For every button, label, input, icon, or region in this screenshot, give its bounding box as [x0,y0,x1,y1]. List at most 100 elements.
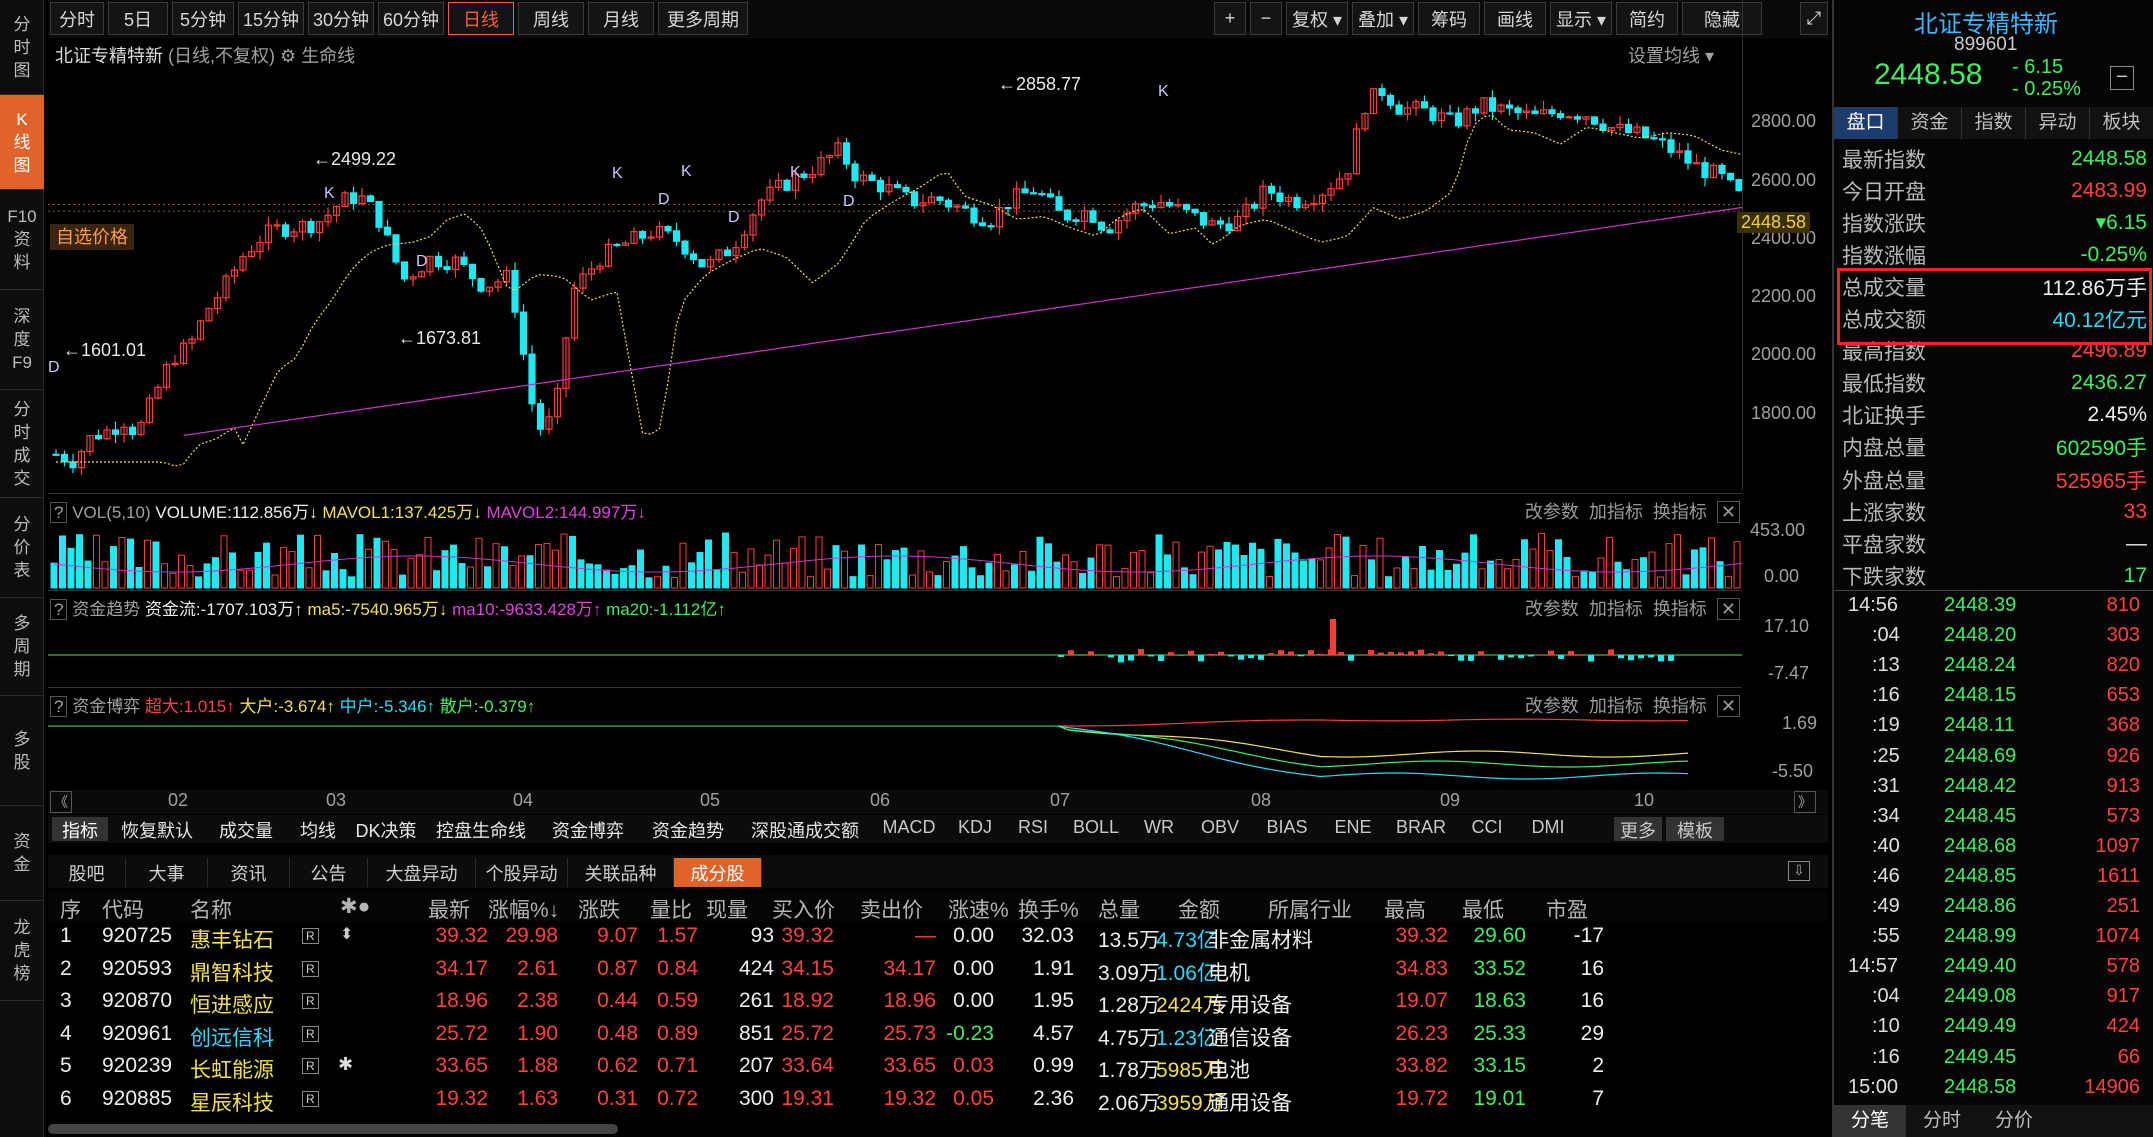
bottom-tab-0[interactable]: 股吧 [48,858,126,887]
quote-tab-2[interactable]: 指数 [1962,107,2026,139]
tool-button-2[interactable]: 复权 ▾ [1286,2,1348,35]
column-header[interactable]: 涨幅%↓ [488,899,560,922]
tool-button-6[interactable]: 显示 ▾ [1550,2,1612,35]
star-icon[interactable]: ✱ [338,1054,354,1074]
column-header[interactable]: 卖出价 [860,899,923,922]
left-nav-item-0[interactable]: 分时图 [0,0,44,95]
period-tab-8[interactable]: 月线 [588,2,654,35]
indicator-tab-9[interactable]: MACD [882,817,936,837]
table-row[interactable]: 2 920593 鼎智科技 34.17 2.61 0.87 0.84 424 34.15 34.1… [48,957,1828,989]
indicator-tab-16[interactable]: ENE [1334,817,1372,837]
tool-button-0[interactable]: + [1214,2,1246,35]
left-nav-item-9[interactable]: 龙虎榜 [0,901,44,1001]
period-tab-0[interactable]: 分时 [50,2,104,35]
column-header[interactable]: 总量 [1098,899,1140,922]
column-header[interactable]: 最新 [428,899,470,922]
collapse-icon[interactable]: − [2110,66,2134,90]
column-header[interactable]: 名称 [190,899,232,922]
indicator-tab-21[interactable]: 模板 [1666,817,1724,841]
scroll-right-icon[interactable]: 》 [1794,791,1816,813]
column-header[interactable]: 涨速% [948,899,1009,922]
table-row[interactable]: 1 920725 惠丰钻石 39.32 29.98 9.07 1.57 93 39.32 — 0.0… [48,924,1828,956]
left-nav-item-8[interactable]: 资金 [0,806,44,901]
column-header[interactable]: 序 [60,899,81,922]
indicator-tab-11[interactable]: RSI [1017,817,1048,837]
quote-tab-4[interactable]: 板块 [2090,107,2153,139]
table-row[interactable]: 5 920239 长虹能源 33.65 1.88 0.62 0.71 207 33.64 33.6… [48,1054,1828,1086]
left-nav-item-6[interactable]: 多周期 [0,598,44,696]
indicator-tab-7[interactable]: 资金趋势 [652,821,724,841]
period-tab-3[interactable]: 15分钟 [238,2,304,35]
tool-button-3[interactable]: 叠加 ▾ [1352,2,1414,35]
period-tab-1[interactable]: 5日 [108,2,168,35]
table-scrollbar[interactable] [48,1124,618,1134]
game-params-button[interactable]: 改参数 [1524,696,1579,716]
bottom-tab-4[interactable]: 大盘异动 [368,858,476,887]
indicator-tab-19[interactable]: DMI [1531,817,1565,837]
left-nav-item-5[interactable]: 分价表 [0,498,44,598]
tool-button-8[interactable]: 隐藏 [1682,2,1762,35]
column-header[interactable]: 换手% [1018,899,1079,922]
custom-price-tag[interactable]: 自选价格 [50,224,134,250]
indicator-tab-1[interactable]: 恢复默认 [121,821,193,841]
column-header[interactable]: 金额 [1178,899,1220,922]
column-header[interactable]: 代码 [102,899,144,922]
vol-params-button[interactable]: 改参数 [1524,502,1579,522]
bottom-tab-7[interactable]: 成分股 [674,858,762,887]
column-header[interactable]: 市盈 [1546,899,1588,922]
left-nav-item-4[interactable]: 分时成交 [0,390,44,498]
fullscreen-icon[interactable]: ⤢ [1800,2,1828,35]
period-tab-5[interactable]: 60分钟 [378,2,444,35]
indicator-tab-10[interactable]: KDJ [957,817,992,837]
game-help[interactable]: ? [50,696,68,717]
ma-settings[interactable]: 设置均线 ▾ [1628,46,1715,66]
indicator-tab-6[interactable]: 资金博弈 [552,821,624,841]
left-nav-item-2[interactable]: F10 资料 [0,190,44,290]
bottom-tab-2[interactable]: 资讯 [208,858,290,887]
vol-help[interactable]: ? [50,502,68,523]
indicator-tab-5[interactable]: 控盘生命线 [436,821,526,841]
table-row[interactable]: 6 920885 星辰科技 19.32 1.63 0.31 0.72 300 19.31 19.3… [48,1087,1828,1119]
indicator-tab-18[interactable]: CCI [1471,817,1503,837]
bottom-tab-6[interactable]: 关联品种 [568,858,674,887]
tick-tab-1[interactable]: 分时 [1922,1110,1961,1131]
pin-icon[interactable]: ⬍ [340,926,354,943]
table-row[interactable]: 4 920961 创远信科 25.72 1.90 0.48 0.89 851 25.72 25.7… [48,1022,1828,1054]
period-tab-2[interactable]: 5分钟 [172,2,234,35]
trend-params-button[interactable]: 改参数 [1524,599,1579,619]
trend-add-button[interactable]: 加指标 [1588,599,1643,619]
column-header[interactable]: ✱● [340,895,371,918]
indicator-name[interactable]: 生命线 [301,46,356,66]
period-tab-9[interactable]: 更多周期 [658,2,748,35]
column-header[interactable]: 最高 [1384,899,1426,922]
tick-tab-2[interactable]: 分价 [1994,1110,2033,1131]
time-axis[interactable]: 《 02 03 04 05 06 07 08 09 10 》 [48,790,1828,814]
vol-close-icon[interactable]: ✕ [1716,501,1740,523]
trend-swap-button[interactable]: 换指标 [1652,599,1707,619]
tick-tab-0[interactable]: 分笔 [1834,1105,1906,1137]
indicator-tab-12[interactable]: BOLL [1072,817,1120,837]
column-header[interactable]: 现量 [706,899,748,922]
game-close-icon[interactable]: ✕ [1716,695,1740,717]
left-nav-item-7[interactable]: 多股 [0,696,44,806]
tool-button-7[interactable]: 简约 [1616,2,1678,35]
tool-button-4[interactable]: 筹码 [1418,2,1480,35]
left-nav-item-3[interactable]: 深度 F9 [0,290,44,390]
trend-help[interactable]: ? [50,599,68,620]
indicator-tab-14[interactable]: OBV [1200,817,1239,837]
vol-swap-button[interactable]: 换指标 [1652,502,1707,522]
indicator-tab-3[interactable]: 均线 [300,821,336,841]
quote-tab-1[interactable]: 资金 [1898,107,1962,139]
indicator-tab-8[interactable]: 深股通成交额 [751,821,859,841]
indicator-tab-13[interactable]: WR [1144,817,1174,837]
column-header[interactable]: 涨跌 [578,899,620,922]
scroll-left-icon[interactable]: 《 [50,791,72,813]
indicator-tab-0[interactable]: 指标 [52,817,108,841]
indicator-tab-20[interactable]: 更多 [1614,817,1662,841]
table-row[interactable]: 3 920870 恒进感应 18.96 2.38 0.44 0.59 261 18.92 18.9… [48,989,1828,1021]
gear-icon[interactable]: ⚙ [280,46,297,66]
quote-tab-0[interactable]: 盘口 [1834,107,1898,139]
game-swap-button[interactable]: 换指标 [1652,696,1707,716]
